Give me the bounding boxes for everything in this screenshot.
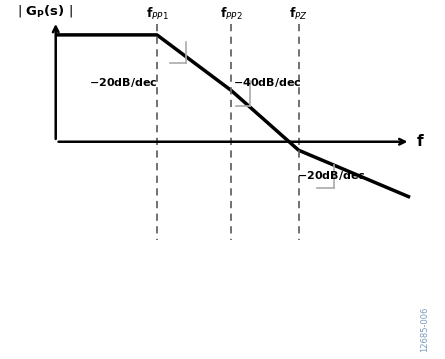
Text: f$_{{PZ}}$: f$_{{PZ}}$ — [289, 6, 308, 23]
Text: f$_{{PP1}}$: f$_{{PP1}}$ — [146, 6, 168, 23]
Text: 12685-006: 12685-006 — [421, 307, 429, 352]
Text: $\mathbf{-20dB/dec}$: $\mathbf{-20dB/dec}$ — [89, 76, 158, 89]
Text: $\mathbf{-40dB/dec}$: $\mathbf{-40dB/dec}$ — [233, 76, 302, 89]
Text: $\mathbf{-20dB/dec}$: $\mathbf{-20dB/dec}$ — [297, 169, 366, 182]
Text: f$_{{PP2}}$: f$_{{PP2}}$ — [220, 6, 243, 23]
Text: f: f — [417, 134, 423, 149]
Text: $|\ \mathbf{G_P(s)}\ |$: $|\ \mathbf{G_P(s)}\ |$ — [17, 3, 73, 19]
